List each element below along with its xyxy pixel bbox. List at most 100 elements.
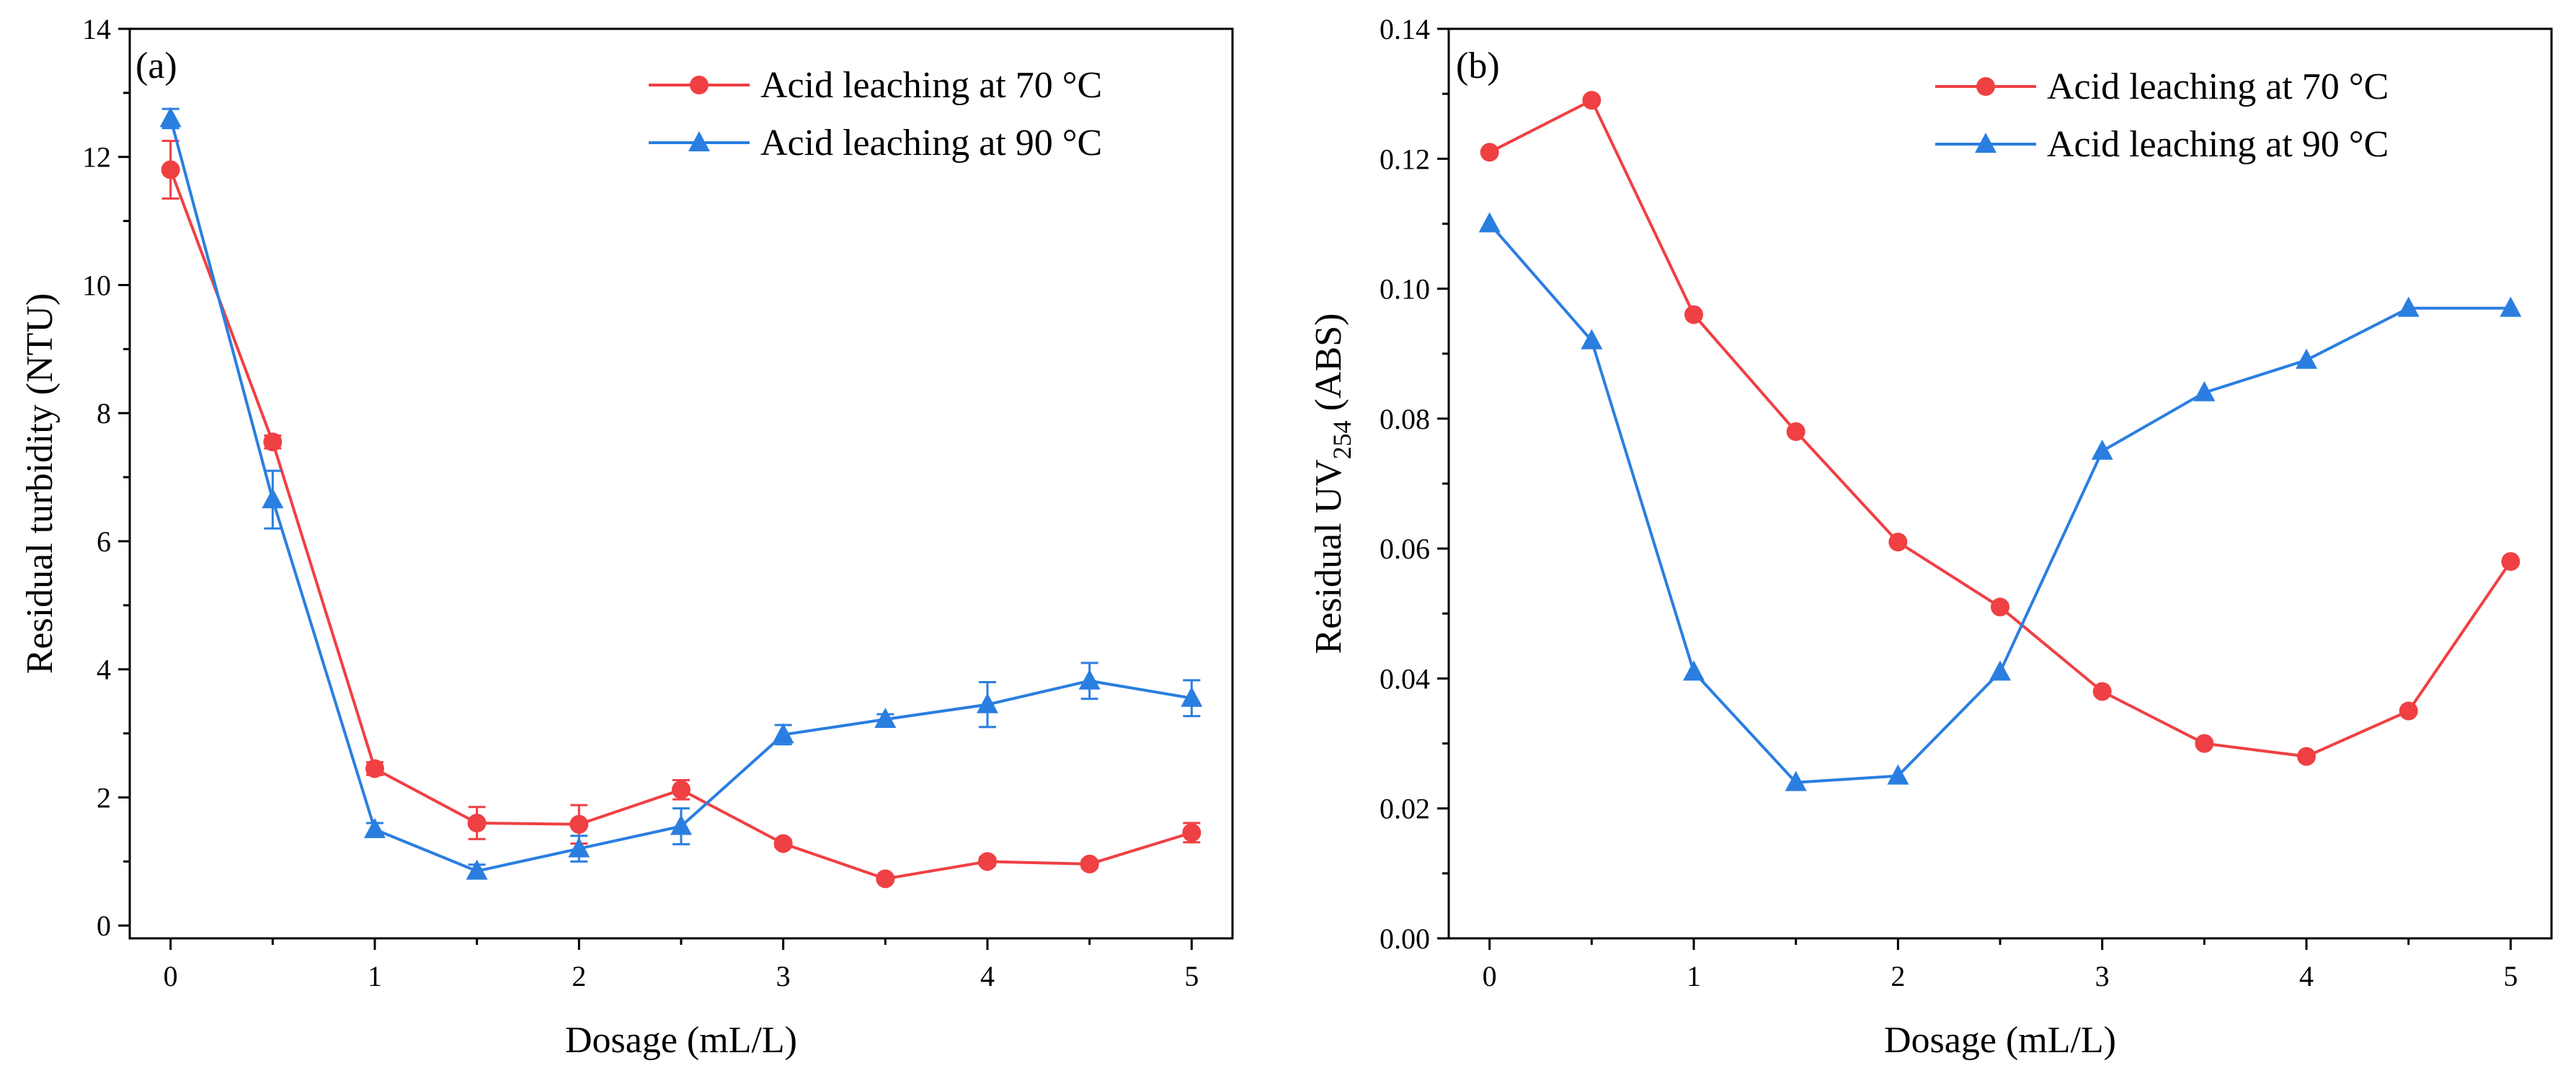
chart-panel-a: (a) Dosage (mL/L) Residual turbidity (NT… <box>19 13 1234 1061</box>
y-axis-title-a: Residual turbidity (NTU) <box>19 293 61 675</box>
ticks-b: 0 1 2 3 4 5 0.00 0.02 0.04 0.06 0.08 0.10 0.12 0.14 <box>1380 13 2518 992</box>
series-line-70-b <box>1488 98 2512 758</box>
x-tick-label-b: 0 <box>1483 960 1497 992</box>
x-tick-label-a: 2 <box>572 960 586 992</box>
data-point-90-a <box>670 814 692 835</box>
data-point-70-a <box>467 814 487 833</box>
legend-label-70-b: Acid leaching at 70 °C <box>2047 66 2389 107</box>
x-tick-label-b: 2 <box>1891 960 1905 992</box>
legend-marker-90-a <box>688 131 710 151</box>
data-point-90-b <box>2296 348 2317 369</box>
data-point-90-a <box>874 708 897 729</box>
data-point-90-b <box>1785 770 1807 791</box>
data-point-70-b <box>2501 552 2521 572</box>
data-point-90-a <box>159 107 182 128</box>
x-tick-label-a: 4 <box>980 960 995 992</box>
x-tick-label-b: 1 <box>1687 960 1701 992</box>
legend-label-70-a: Acid leaching at 70 °C <box>760 65 1102 106</box>
data-point-70-a <box>263 432 283 452</box>
legend-label-90-a: Acid leaching at 90 °C <box>760 123 1102 164</box>
legend-marker-70-a <box>690 76 709 94</box>
data-point-70-b <box>1480 143 1499 162</box>
data-point-70-b <box>2195 734 2214 753</box>
data-point-70-a <box>672 780 690 799</box>
x-tick-label-a: 5 <box>1184 960 1199 992</box>
data-point-70-b <box>1684 305 1703 324</box>
y-tick-label-b: 0.04 <box>1380 662 1430 695</box>
legend-b: Acid leaching at 70 °C Acid leaching at … <box>1935 66 2389 165</box>
data-point-90-a <box>568 837 590 858</box>
legend-label-90-b: Acid leaching at 90 °C <box>2047 124 2389 165</box>
y-tick-label-a: 12 <box>82 141 111 174</box>
series-line-90-a <box>169 117 1192 873</box>
y-tick-label-a: 8 <box>97 397 111 430</box>
series-b <box>1478 91 2522 791</box>
data-point-70-a <box>161 160 180 179</box>
data-point-90-b <box>1887 764 1909 785</box>
plot-frame-b <box>1447 27 2553 940</box>
x-tick-label-b: 5 <box>2503 960 2518 992</box>
y-tick-label-b: 0.00 <box>1380 922 1430 955</box>
x-axis-title-b: Dosage (mL/L) <box>1884 1020 2116 1061</box>
data-point-90-b <box>1683 660 1705 681</box>
data-point-70-b <box>1786 422 1806 441</box>
series-line-90-b <box>1488 223 2511 784</box>
data-point-90-a <box>772 723 794 744</box>
x-tick-label-b: 3 <box>2095 960 2110 992</box>
data-point-70-a <box>569 814 589 834</box>
y-tick-label-a: 14 <box>82 13 111 45</box>
chart-panel-b: (b) Dosage (mL/L) Residual UV254 (ABS) 0… <box>1308 13 2553 1061</box>
y-axis-title-b-suffix: (ABS) <box>1308 314 1349 421</box>
panel-label-a: (a) <box>136 45 177 86</box>
y-tick-label-b: 0.08 <box>1380 403 1430 435</box>
y-tick-label-a: 6 <box>97 525 111 558</box>
data-point-70-b <box>2297 747 2316 766</box>
y-tick-label-a: 0 <box>97 910 111 942</box>
data-point-90-b <box>1989 660 2011 681</box>
x-tick-label-a: 3 <box>776 960 791 992</box>
y-tick-label-a: 4 <box>97 654 111 686</box>
data-point-70-a <box>773 834 793 853</box>
data-point-90-b <box>2500 296 2522 317</box>
data-point-70-b <box>1991 597 2009 617</box>
data-point-70-b <box>1582 91 1602 110</box>
data-point-90-a <box>466 859 488 880</box>
data-point-90-a <box>1078 669 1101 690</box>
legend-marker-90-b <box>1975 133 1997 153</box>
series-a <box>159 107 1203 889</box>
data-point-70-b <box>1888 533 1908 552</box>
y-tick-label-a: 10 <box>82 269 111 301</box>
y-tick-label-b: 0.12 <box>1380 143 1430 175</box>
x-tick-label-a: 1 <box>368 960 382 992</box>
data-point-70-a <box>1182 823 1202 842</box>
data-point-90-a <box>262 488 284 509</box>
data-point-70-a <box>876 869 895 889</box>
data-point-70-b <box>2092 682 2112 701</box>
data-point-70-b <box>2399 701 2418 721</box>
data-point-90-b <box>1478 212 1501 233</box>
data-point-90-b <box>1581 329 1603 350</box>
data-point-90-a <box>977 693 998 713</box>
y-axis-title-b: Residual UV254 (ABS) <box>1308 314 1356 654</box>
y-axis-title-b-prefix: Residual UV <box>1308 459 1349 654</box>
legend-a: Acid leaching at 70 °C Acid leaching at … <box>649 65 1102 164</box>
y-tick-label-b: 0.02 <box>1380 793 1430 825</box>
y-tick-label-b: 0.14 <box>1380 13 1430 45</box>
data-point-90-b <box>2397 296 2420 317</box>
x-tick-label-b: 4 <box>2299 960 2314 992</box>
x-axis-title-a: Dosage (mL/L) <box>565 1020 797 1061</box>
data-point-90-a <box>364 817 386 838</box>
plot-frame-a <box>128 27 1234 940</box>
data-point-70-a <box>365 759 384 778</box>
data-point-90-b <box>2091 439 2113 460</box>
data-point-90-b <box>2193 381 2216 401</box>
y-axis-title-b-sub: 254 <box>1328 420 1356 459</box>
x-tick-label-a: 0 <box>164 960 178 992</box>
legend-marker-70-b <box>1976 77 1995 96</box>
y-tick-label-b: 0.06 <box>1380 533 1430 565</box>
y-tick-label-a: 2 <box>97 781 111 814</box>
y-tick-label-b: 0.10 <box>1380 273 1430 306</box>
data-point-70-a <box>1080 854 1099 873</box>
